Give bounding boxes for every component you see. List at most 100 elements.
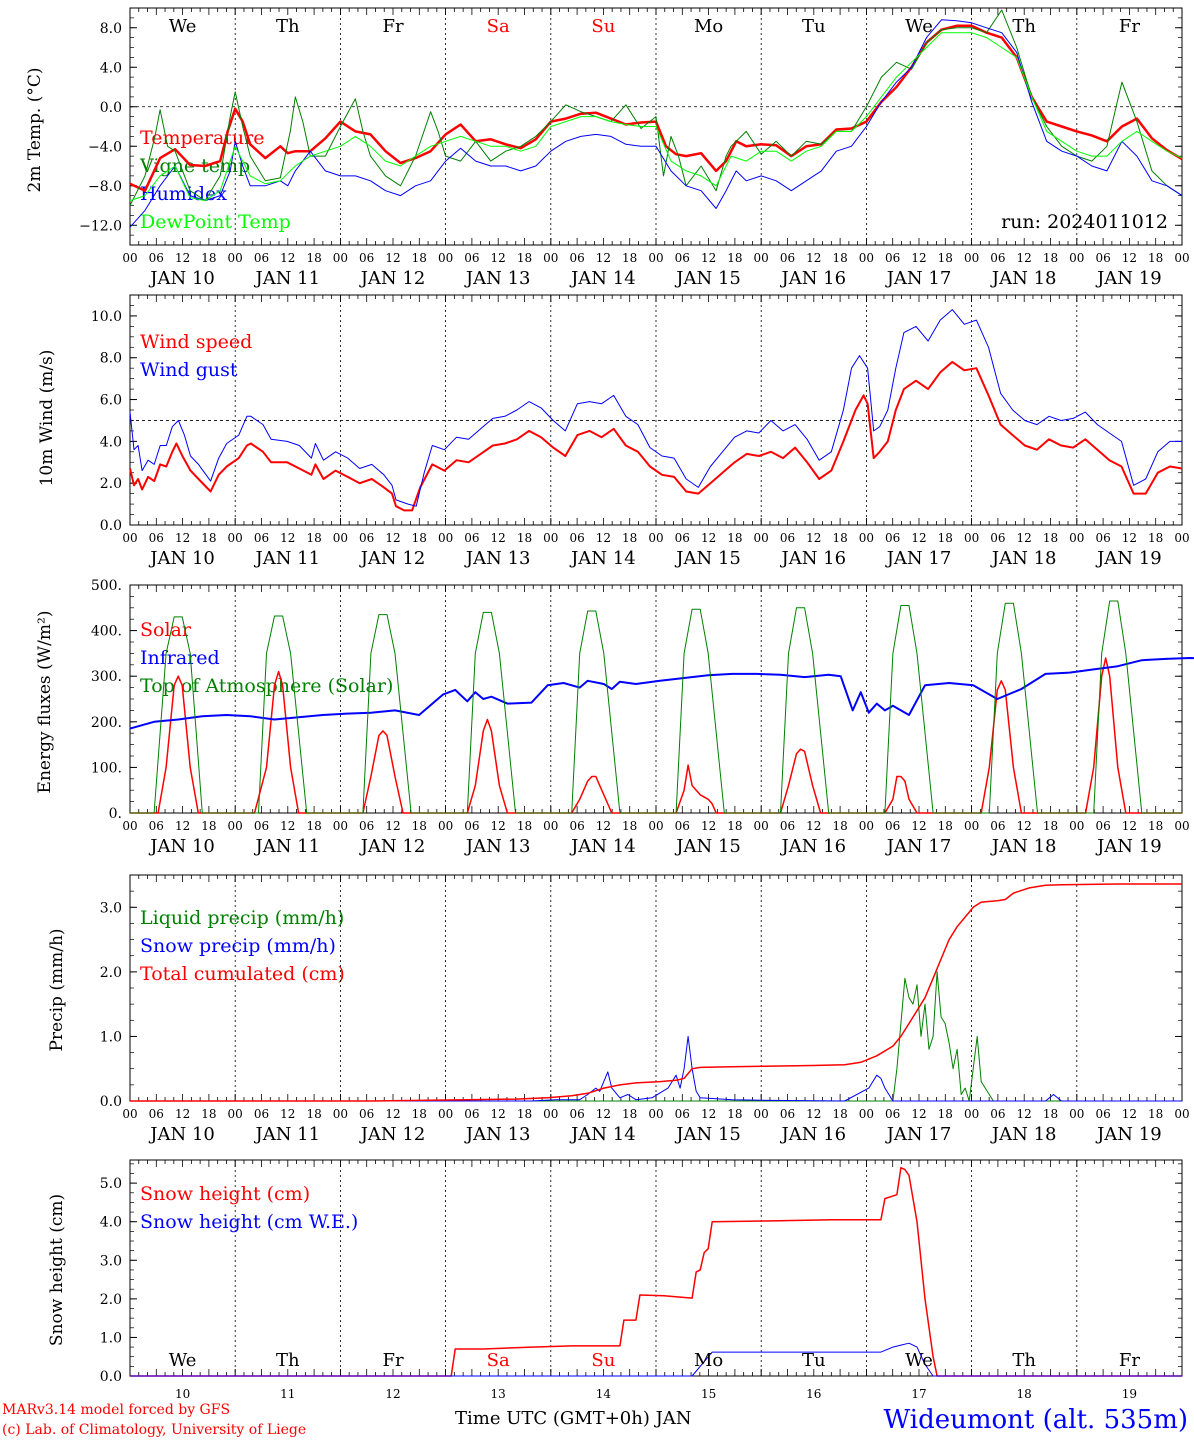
hour-label: 18 (306, 819, 321, 833)
hour-label: 00 (859, 1107, 874, 1121)
hour-label: 06 (885, 251, 900, 265)
hour-label: 00 (122, 1107, 137, 1121)
series-line-humidex (129, 19, 1183, 228)
date-label: JAN 10 (148, 548, 215, 569)
footer: MARv3.14 model forced by GFS (c) Lab. of… (2, 1402, 1188, 1438)
date-label: JAN 18 (990, 268, 1057, 289)
day-number-label: 14 (596, 1387, 612, 1401)
weekday-label: We (169, 16, 197, 37)
hour-label: 00 (438, 819, 453, 833)
hour-label: 12 (491, 819, 506, 833)
hour-label: 06 (1095, 531, 1110, 545)
hour-label: 00 (648, 531, 663, 545)
y-tick-label: 200. (91, 715, 122, 731)
hour-label: 12 (491, 251, 506, 265)
date-label: JAN 15 (674, 836, 741, 857)
time-axis-label: Time UTC (GMT+0h) JAN (455, 1408, 692, 1429)
y-tick-label: 500. (91, 578, 122, 594)
hour-label: 12 (1017, 1107, 1032, 1121)
legend-solar: Solar (140, 619, 192, 641)
hour-label: 12 (596, 819, 611, 833)
legend-snow-precip: Snow precip (mm/h) (140, 935, 336, 957)
weekday-label: Tu (802, 1350, 826, 1371)
hour-label: 12 (806, 819, 821, 833)
hour-label: 18 (1148, 819, 1163, 833)
hour-label: 00 (228, 251, 243, 265)
legend-total-cumulated: Total cumulated (cm) (140, 963, 345, 985)
weekday-label: Sa (487, 16, 510, 37)
hour-label: 18 (201, 251, 216, 265)
hour-label: 18 (517, 1107, 532, 1121)
hour-label: 00 (964, 819, 979, 833)
hour-label: 06 (675, 1107, 690, 1121)
weekday-label: Fr (382, 16, 403, 37)
legend-wind-speed: Wind speed (140, 331, 252, 353)
y-tick-label: 10.0 (91, 309, 122, 325)
series-line-wind-speed (129, 360, 1183, 512)
day-number-label: 10 (175, 1387, 190, 1401)
hour-label: 00 (543, 1107, 558, 1121)
hour-label: 00 (438, 251, 453, 265)
y-tick-label: 1.0 (100, 1330, 122, 1346)
weekday-label: Su (591, 16, 615, 37)
y-tick-label: 3.0 (100, 1253, 122, 1269)
ylabel-temperature: 2m Temp. (°C) (25, 67, 45, 192)
date-label: JAN 15 (674, 1124, 741, 1145)
legend-snow-height-we: Snow height (cm W.E.) (140, 1211, 358, 1233)
hour-label: 00 (122, 251, 137, 265)
hour-label: 00 (964, 1107, 979, 1121)
weekday-label: Tu (802, 16, 826, 37)
hour-label: 00 (543, 819, 558, 833)
hour-label: 18 (832, 819, 847, 833)
hour-label: 06 (569, 819, 584, 833)
hour-label: 12 (1122, 1107, 1137, 1121)
hour-label: 00 (754, 531, 769, 545)
hour-label: 06 (464, 531, 479, 545)
series-line-liquid-precip-mm-h- (130, 971, 1182, 1102)
hour-label: 06 (359, 819, 374, 833)
hour-label: 18 (622, 819, 637, 833)
hour-label: 12 (280, 1107, 295, 1121)
y-tick-label: 4.0 (100, 1215, 122, 1231)
date-label: JAN 18 (990, 1124, 1057, 1145)
date-label: JAN 13 (464, 836, 531, 857)
weekday-label: We (905, 1350, 933, 1371)
ylabel-wind: 10m Wind (m/s) (37, 350, 57, 487)
hour-label: 06 (990, 531, 1005, 545)
y-tick-label: 0.0 (100, 518, 122, 534)
date-label: JAN 18 (990, 548, 1057, 569)
hour-label: 06 (149, 251, 164, 265)
hour-label: 06 (254, 819, 269, 833)
hour-label: 12 (596, 531, 611, 545)
hour-label: 12 (911, 251, 926, 265)
hour-label: 06 (149, 1107, 164, 1121)
weekday-label: Th (1012, 1350, 1036, 1371)
date-label: JAN 12 (359, 836, 426, 857)
hour-label: 00 (333, 819, 348, 833)
hour-label: 12 (806, 1107, 821, 1121)
y-tick-label: 5.0 (100, 1176, 122, 1192)
series-line-wind-gust (129, 309, 1182, 507)
day-number-label: 12 (385, 1387, 400, 1401)
hour-label: 18 (727, 1107, 742, 1121)
y-tick-label: 2.0 (100, 476, 122, 492)
hour-label: 00 (1174, 251, 1189, 265)
date-label: JAN 16 (780, 836, 847, 857)
hour-label: 06 (990, 819, 1005, 833)
hour-label: 12 (175, 819, 190, 833)
date-label: JAN 16 (780, 1124, 847, 1145)
hour-label: 12 (911, 819, 926, 833)
series-line-dewpoint-temp (129, 32, 1183, 202)
hour-label: 00 (648, 819, 663, 833)
y-tick-label: 6.0 (100, 393, 122, 409)
weekday-label: Mo (694, 1350, 723, 1371)
hour-label: 18 (1043, 819, 1058, 833)
day-number-label: 15 (701, 1387, 716, 1401)
hour-label: 12 (175, 251, 190, 265)
day-number-label: 16 (806, 1387, 821, 1401)
hour-label: 06 (254, 531, 269, 545)
hour-label: 06 (990, 251, 1005, 265)
hour-label: 00 (438, 531, 453, 545)
hour-label: 18 (938, 819, 953, 833)
series-line-snow-precip-mm-h- (130, 1035, 1182, 1102)
